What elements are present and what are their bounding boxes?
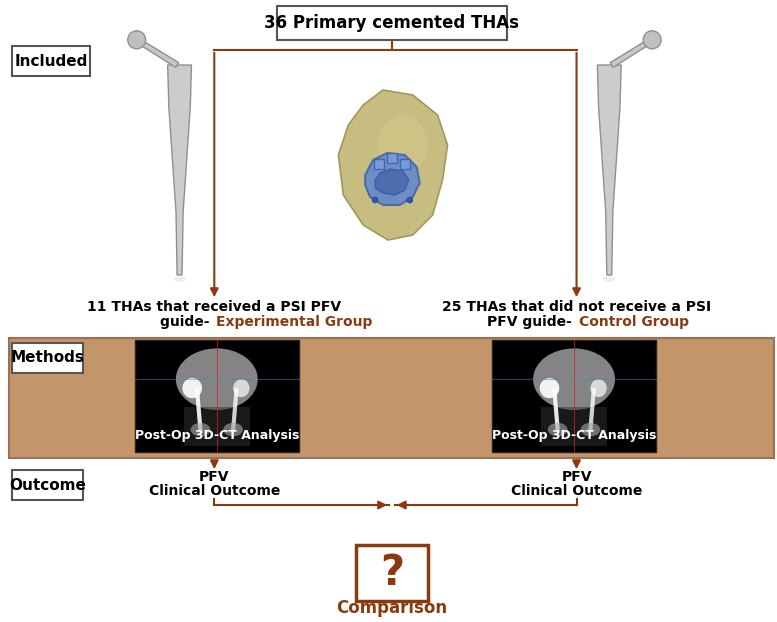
Bar [135,340,298,452]
Circle shape [643,31,661,49]
Text: guide-: guide- [160,315,214,329]
Ellipse shape [378,115,427,175]
Text: Comparison: Comparison [336,599,448,617]
Circle shape [127,31,145,49]
FancyBboxPatch shape [12,343,83,373]
Polygon shape [375,169,409,195]
Text: Post-Op 3D-CT Analysis: Post-Op 3D-CT Analysis [492,429,657,442]
Bar [492,340,656,452]
FancyBboxPatch shape [12,470,83,500]
Text: Methods: Methods [11,351,85,366]
Polygon shape [135,38,179,67]
Bar [184,407,249,447]
Ellipse shape [533,348,615,410]
Ellipse shape [190,423,211,436]
Text: Outcome: Outcome [9,478,86,493]
Text: Clinical Outcome: Clinical Outcome [148,484,280,498]
Ellipse shape [173,277,186,282]
Text: Post-Op 3D-CT Analysis: Post-Op 3D-CT Analysis [134,429,299,442]
Ellipse shape [223,423,243,436]
Polygon shape [365,153,420,205]
Text: 11 THAs that received a PSI PFV: 11 THAs that received a PSI PFV [87,300,341,314]
Text: 25 THAs that did not receive a PSI: 25 THAs that did not receive a PSI [442,300,711,314]
Ellipse shape [233,379,249,397]
Ellipse shape [591,379,607,397]
Circle shape [372,197,378,203]
Ellipse shape [375,170,400,200]
Ellipse shape [183,378,202,398]
Polygon shape [168,65,191,275]
Text: Control Group: Control Group [579,315,688,329]
Text: Included: Included [14,53,88,68]
FancyBboxPatch shape [12,46,90,76]
Ellipse shape [603,277,615,282]
Text: Experimental Group: Experimental Group [216,315,373,329]
Ellipse shape [540,378,559,398]
Polygon shape [338,90,448,240]
Bar [387,153,397,163]
FancyBboxPatch shape [356,545,427,601]
Text: PFV guide-: PFV guide- [486,315,577,329]
Text: Clinical Outcome: Clinical Outcome [510,484,643,498]
Polygon shape [610,38,653,67]
Bar [542,407,607,447]
Bar [400,159,409,169]
Ellipse shape [176,348,258,410]
Ellipse shape [548,423,567,436]
Bar [9,338,774,458]
FancyBboxPatch shape [277,6,507,40]
Circle shape [407,197,413,203]
Text: PFV: PFV [561,470,592,484]
Text: PFV: PFV [199,470,229,484]
Polygon shape [598,65,621,275]
Bar [374,159,384,169]
Text: ?: ? [380,552,404,594]
Ellipse shape [580,423,601,436]
Text: 36 Primary cemented THAs: 36 Primary cemented THAs [264,14,520,32]
